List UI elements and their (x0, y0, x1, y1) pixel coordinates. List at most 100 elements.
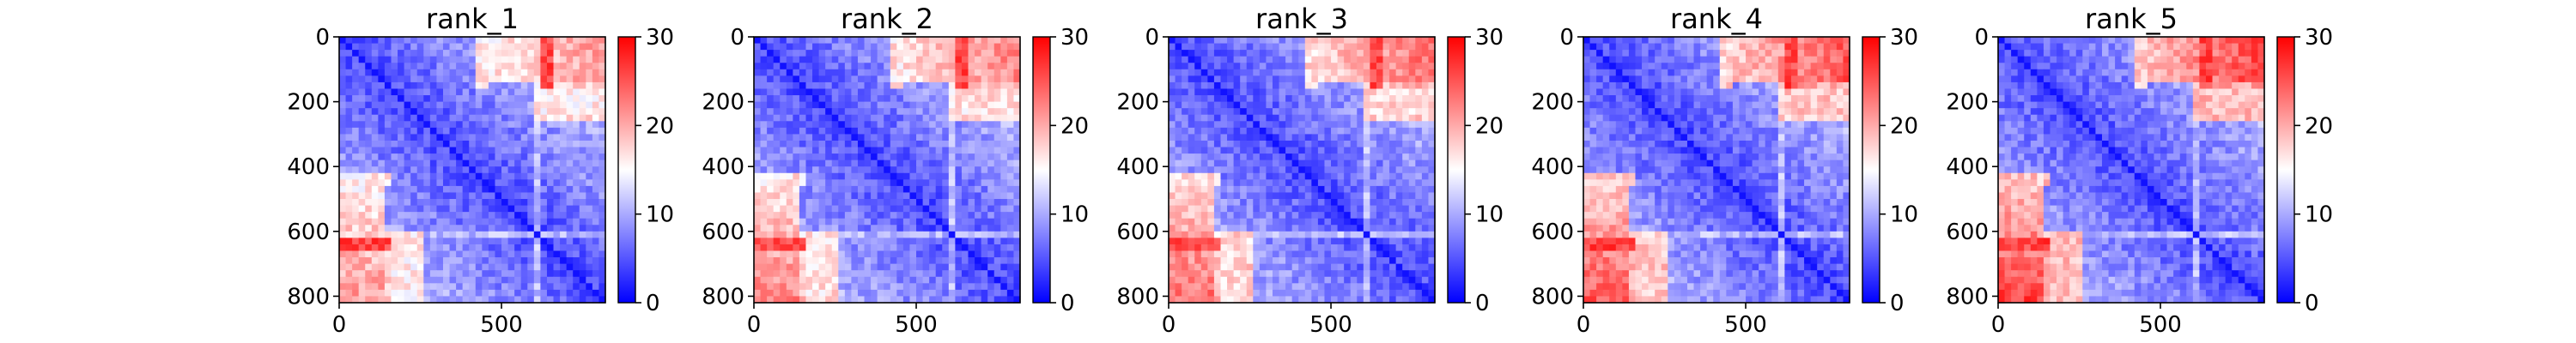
heatmap-cell (475, 166, 483, 174)
heatmap-cell (365, 37, 373, 45)
heatmap-cell (1194, 43, 1202, 51)
heatmap-cell (1227, 166, 1235, 174)
heatmap-cell (831, 63, 839, 70)
heatmap-cell (1246, 37, 1254, 45)
heatmap-cell (857, 238, 866, 245)
heatmap-cell (1376, 192, 1384, 200)
heatmap-cell (1370, 172, 1377, 180)
heatmap-cell (475, 231, 483, 238)
heatmap-cell (384, 289, 392, 298)
heatmap-cell (1000, 225, 1008, 232)
heatmap-cell (404, 225, 411, 232)
heatmap-cell (1006, 199, 1015, 207)
heatmap-cell (760, 147, 768, 154)
heatmap-cell (1357, 37, 1364, 45)
heatmap-cell (579, 276, 586, 284)
heatmap-cell (877, 121, 884, 129)
heatmap-cell (1207, 218, 1215, 226)
heatmap-cell (760, 225, 768, 232)
heatmap-cell (1259, 238, 1267, 245)
heatmap-cell (546, 127, 555, 135)
heatmap-cell (429, 147, 438, 154)
heatmap-cell (1182, 212, 1189, 220)
heatmap-cell (586, 147, 593, 154)
heatmap-cell (429, 37, 438, 45)
heatmap-cell (968, 153, 975, 161)
heatmap-cell (1253, 88, 1261, 96)
heatmap-cell (1240, 159, 1248, 167)
heatmap-cell (358, 192, 366, 200)
heatmap-cell (1291, 153, 1299, 161)
heatmap-cell (358, 81, 366, 90)
heatmap-cell (1000, 212, 1008, 220)
heatmap-cell (1175, 108, 1182, 116)
heatmap-cell (475, 37, 483, 45)
heatmap-cell (993, 43, 1001, 51)
heatmap-cell (365, 238, 373, 245)
heatmap-cell (429, 250, 438, 258)
heatmap-cell (1298, 185, 1306, 194)
heatmap-cell (456, 185, 464, 194)
heatmap-cell (793, 153, 800, 161)
heatmap-cell (955, 37, 963, 45)
heatmap-cell (1240, 276, 1248, 284)
heatmap-cell (1169, 95, 1176, 103)
heatmap-cell (436, 218, 444, 226)
heatmap-cell (1246, 114, 1254, 122)
heatmap-cell (786, 185, 793, 194)
heatmap-cell (449, 289, 457, 298)
heatmap-cell (812, 108, 820, 116)
heatmap-cell (871, 205, 878, 213)
heatmap-cell (1304, 231, 1312, 238)
heatmap-cell (1304, 101, 1312, 109)
heatmap-cell (1402, 212, 1410, 220)
heatmap-cell (793, 179, 800, 187)
heatmap-cell (456, 63, 464, 70)
heatmap-cell (527, 199, 535, 207)
heatmap-cell (902, 127, 911, 135)
heatmap-cell (948, 244, 956, 252)
heatmap-cell (902, 185, 911, 194)
heatmap-cell (514, 81, 522, 90)
heatmap-cell (586, 225, 593, 232)
heatmap-cell (1324, 218, 1332, 226)
heatmap-cell (365, 95, 373, 103)
heatmap-cell (1298, 192, 1306, 200)
heatmap-cell (818, 225, 826, 232)
heatmap-cell (909, 43, 917, 51)
heatmap-cell (423, 199, 431, 207)
heatmap-cell (488, 88, 496, 96)
heatmap-cell (948, 192, 956, 200)
heatmap-cell (429, 205, 438, 213)
heatmap-cell (410, 250, 418, 258)
heatmap-cell (449, 212, 457, 220)
heatmap-cell (456, 114, 464, 122)
heatmap-cell (1279, 257, 1286, 265)
heatmap-cell (805, 147, 813, 154)
heatmap-cell (1227, 108, 1235, 116)
heatmap-cell (1175, 257, 1182, 265)
heatmap-cell (475, 244, 483, 252)
heatmap-cell (398, 257, 405, 265)
heatmap-cell (890, 244, 897, 252)
heatmap-cell (358, 289, 366, 298)
heatmap-cell (404, 199, 411, 207)
heatmap-cell (884, 218, 891, 226)
heatmap-cell (987, 289, 995, 298)
heatmap-cell (780, 192, 787, 200)
heatmap-cell (1402, 205, 1410, 213)
heatmap-cell (592, 75, 600, 83)
heatmap-cell (501, 270, 509, 278)
heatmap-cell (1272, 43, 1280, 51)
heatmap-cell (592, 289, 600, 298)
heatmap-cell (1291, 185, 1299, 194)
heatmap-cell (482, 69, 489, 76)
heatmap-cell (851, 231, 859, 238)
heatmap-cell (533, 166, 541, 174)
heatmap-cell (929, 296, 937, 304)
heatmap-cell (1376, 140, 1384, 148)
heatmap-cell (948, 81, 956, 90)
heatmap-cell (838, 95, 846, 103)
heatmap-cell (1370, 185, 1377, 194)
heatmap-cell (456, 166, 464, 174)
